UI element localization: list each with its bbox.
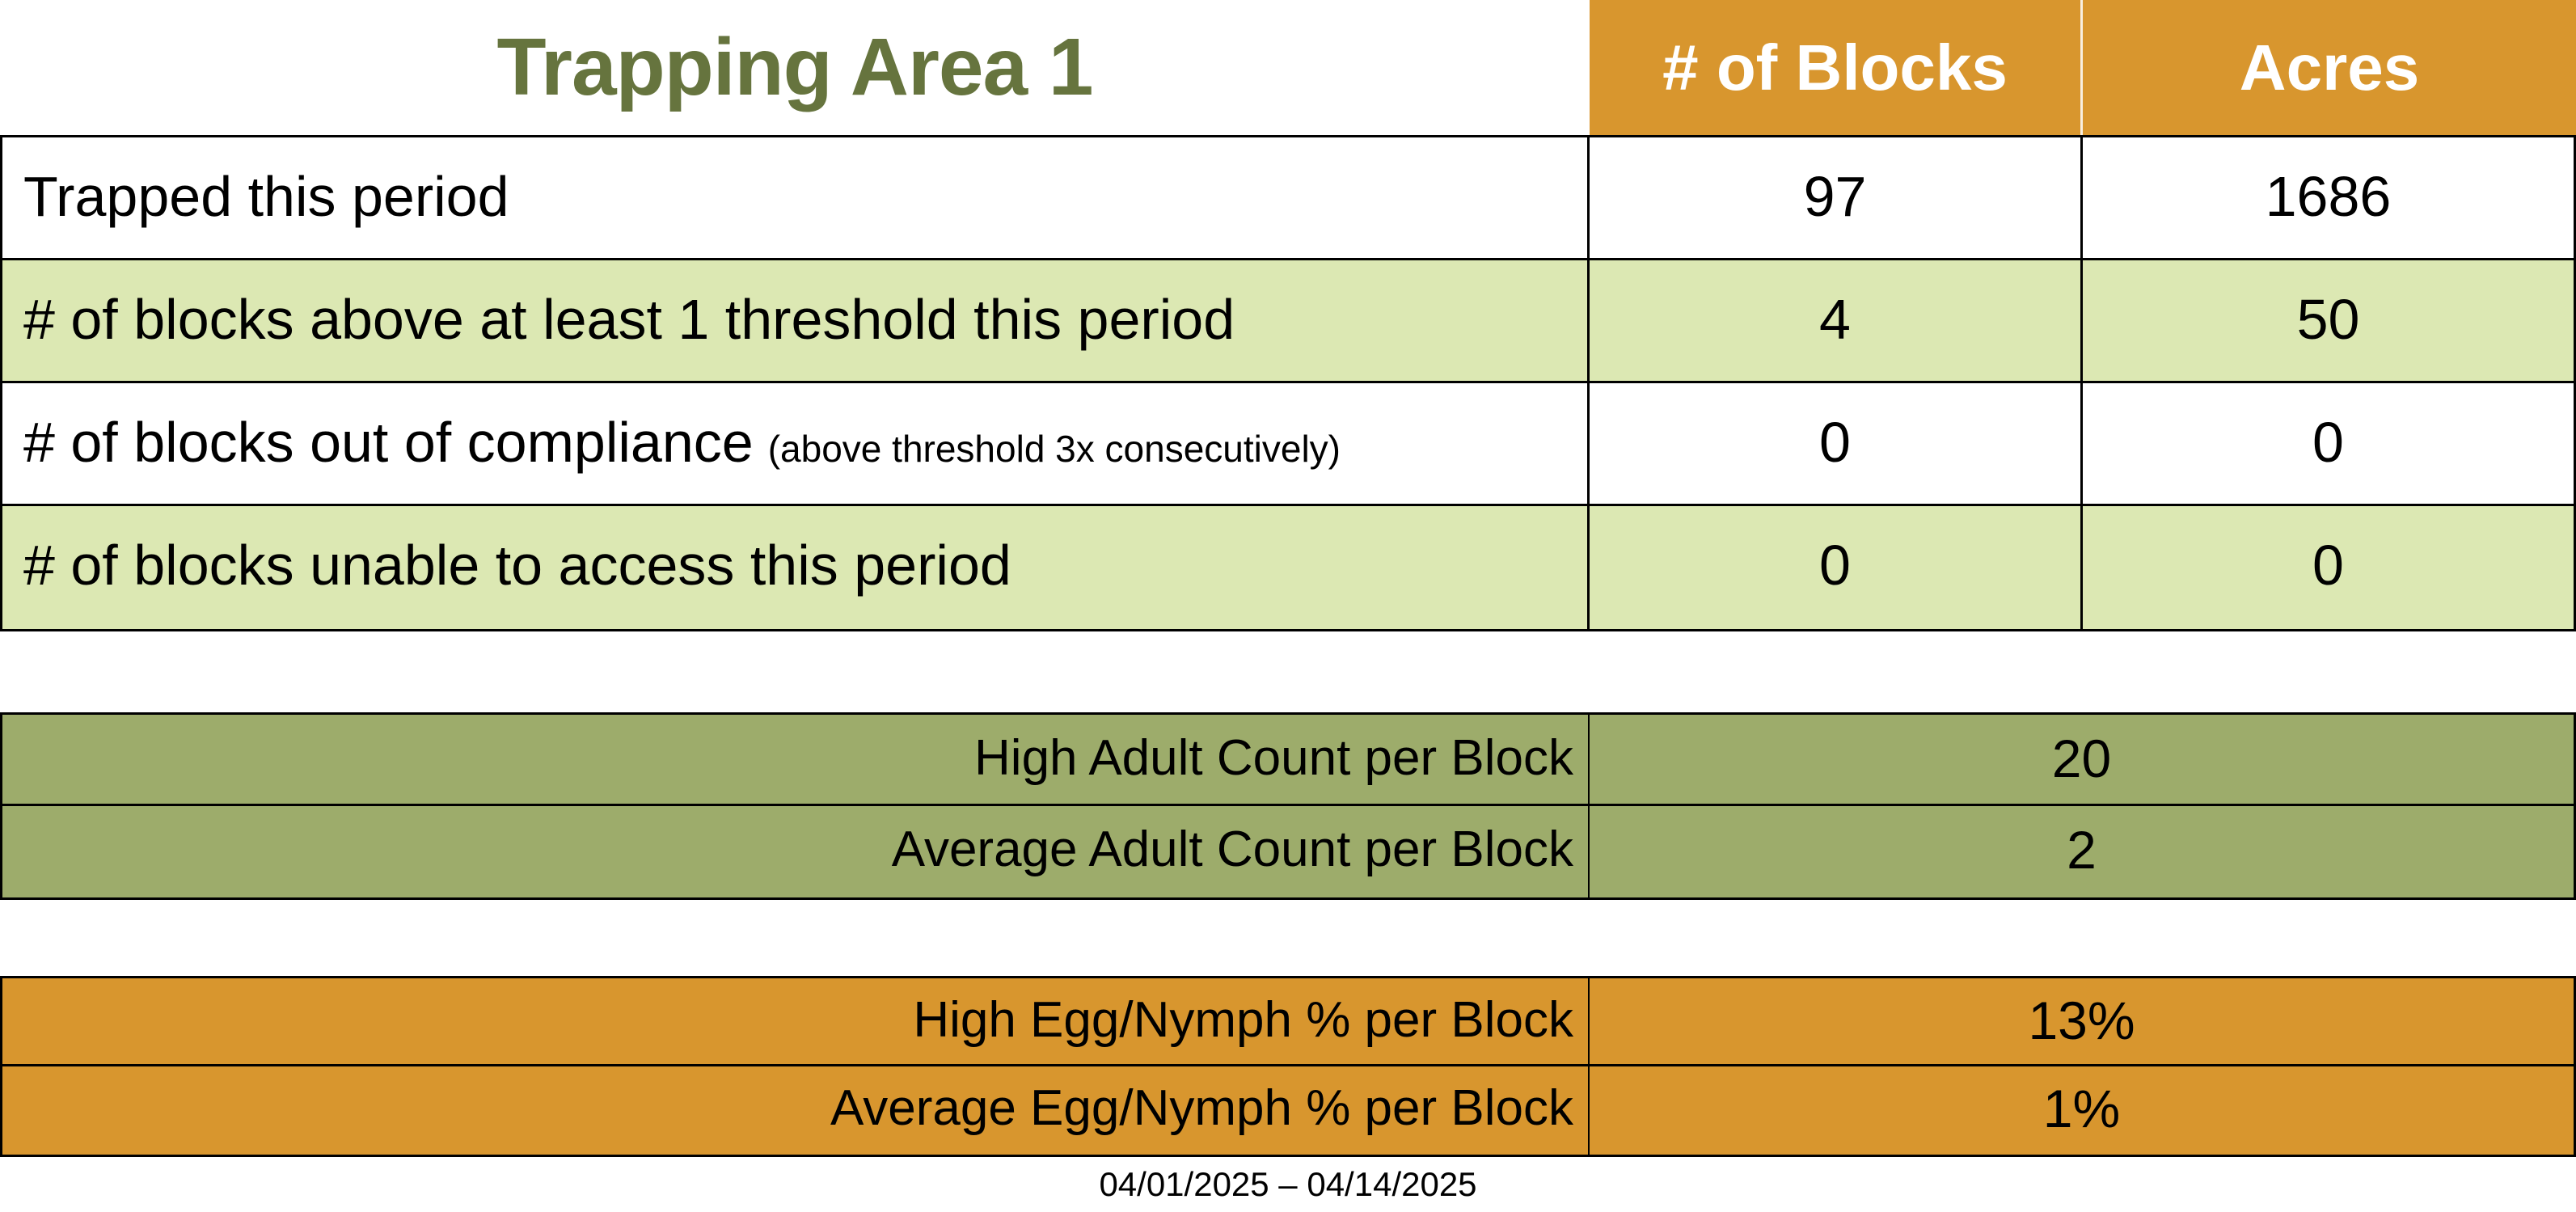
summary-table: Trapped this period 97 1686 # of blocks … [0, 135, 2576, 631]
blocks-value: 97 [1590, 137, 2083, 258]
blocks-value: 0 [1590, 383, 2083, 504]
acres-value: 0 [2312, 411, 2344, 474]
row-value: 13% [2028, 990, 2135, 1050]
table-row-high-egg-nymph: High Egg/Nymph % per Block 13% [2, 978, 2574, 1066]
title-cell: Trapping Area 1 [0, 0, 1590, 135]
row-label-cell: Trapped this period [2, 137, 1590, 258]
table-row-above-threshold: # of blocks above at least 1 threshold t… [2, 260, 2574, 383]
header-row: Trapping Area 1 # of Blocks Acres [0, 0, 2576, 135]
row-label: High Egg/Nymph % per Block [2, 978, 1590, 1064]
row-label: Trapped this period [23, 165, 509, 228]
row-value: 2 [2067, 820, 2097, 880]
row-label: Average Egg/Nymph % per Block [2, 1066, 1590, 1155]
table-row-unable-to-access: # of blocks unable to access this period… [2, 506, 2574, 629]
row-label-cell: # of blocks above at least 1 threshold t… [2, 260, 1590, 381]
row-label: Average Adult Count per Block [2, 806, 1590, 897]
spacer [0, 631, 2576, 712]
blocks-value: 4 [1590, 260, 2083, 381]
row-label-cell: # of blocks out of compliance (above thre… [2, 383, 1590, 504]
row-label-cell: # of blocks unable to access this period [2, 506, 1590, 629]
date-range-footer: 04/01/2025 – 04/14/2025 [0, 1157, 2576, 1212]
acres-value: 50 [2296, 288, 2360, 351]
acres-value: 1686 [2265, 165, 2392, 228]
egg-nymph-section: High Egg/Nymph % per Block 13% Average E… [0, 976, 2576, 1157]
row-label: High Adult Count per Block [2, 715, 1590, 804]
spacer [0, 900, 2576, 976]
table-row-trapped: Trapped this period 97 1686 [2, 137, 2574, 260]
page-title: Trapping Area 1 [496, 22, 1093, 112]
table-row-average-adult-count: Average Adult Count per Block 2 [2, 806, 2574, 897]
table-row-high-adult-count: High Adult Count per Block 20 [2, 715, 2574, 806]
date-range: 04/01/2025 – 04/14/2025 [1099, 1165, 1477, 1203]
blocks-value: 0 [1590, 506, 2083, 629]
row-value: 20 [2051, 728, 2112, 788]
row-label-note: (above threshold 3x consecutively) [767, 428, 1341, 470]
row-label: # of blocks unable to access this period [23, 534, 1011, 597]
row-label: # of blocks above at least 1 threshold t… [23, 288, 1235, 351]
column-header-acres: Acres [2083, 0, 2576, 135]
table-row-out-of-compliance: # of blocks out of compliance (above thre… [2, 383, 2574, 506]
acres-value: 0 [2312, 534, 2344, 597]
adult-count-section: High Adult Count per Block 20 Average Ad… [0, 712, 2576, 900]
column-header-blocks: # of Blocks [1590, 0, 2083, 135]
row-value: 1% [2042, 1079, 2121, 1138]
table-row-average-egg-nymph: Average Egg/Nymph % per Block 1% [2, 1066, 2574, 1155]
row-label: # of blocks out of compliance [23, 411, 754, 474]
